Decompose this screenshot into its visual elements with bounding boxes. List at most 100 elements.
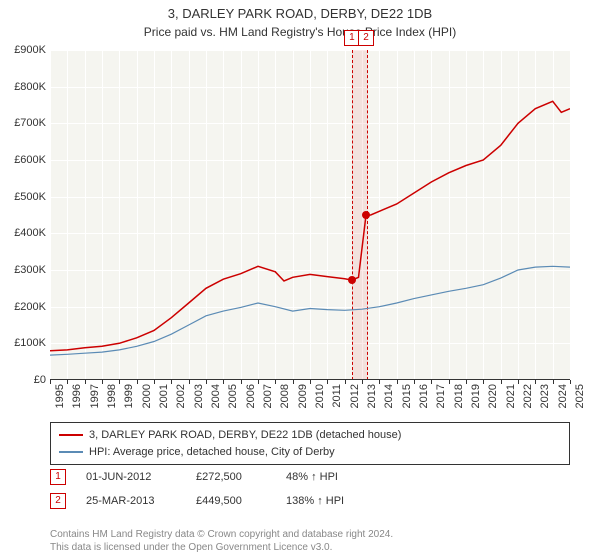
x-tick	[223, 380, 224, 384]
x-tick-label: 2015	[401, 384, 413, 408]
x-tick	[414, 380, 415, 384]
sale-price: £272,500	[196, 471, 266, 483]
x-tick-label: 2005	[227, 384, 239, 408]
x-tick	[275, 380, 276, 384]
legend: 3, DARLEY PARK ROAD, DERBY, DE22 1DB (de…	[50, 422, 570, 465]
x-tick	[206, 380, 207, 384]
sales-table: 1 01-JUN-2012 £272,500 48% ↑ HPI 2 25-MAR-201…	[50, 465, 570, 513]
sale-delta: 138% ↑ HPI	[286, 495, 366, 507]
footer-line1: Contains HM Land Registry data © Crown c…	[50, 528, 570, 541]
footer-attribution: Contains HM Land Registry data © Crown c…	[50, 528, 570, 554]
sale-num-box: 1	[50, 469, 66, 485]
chart-lines	[50, 50, 570, 380]
x-tick	[379, 380, 380, 384]
x-tick	[466, 380, 467, 384]
x-tick-label: 2006	[245, 384, 257, 408]
series-hpi	[50, 266, 570, 355]
x-tick	[535, 380, 536, 384]
legend-row: HPI: Average price, detached house, City…	[59, 444, 561, 461]
legend-swatch	[59, 434, 83, 436]
sale-num-box: 2	[50, 493, 66, 509]
gridline-v	[570, 50, 571, 380]
y-tick-label: £600K	[14, 154, 46, 166]
x-tick	[67, 380, 68, 384]
y-tick-label: £100K	[14, 337, 46, 349]
x-tick	[397, 380, 398, 384]
x-tick	[431, 380, 432, 384]
x-tick	[293, 380, 294, 384]
x-tick	[310, 380, 311, 384]
x-tick-label: 1995	[54, 384, 66, 408]
x-tick	[483, 380, 484, 384]
x-tick-label: 2001	[158, 384, 170, 408]
x-tick-label: 2013	[366, 384, 378, 408]
x-tick-label: 2000	[141, 384, 153, 408]
x-tick	[50, 380, 51, 384]
x-tick	[327, 380, 328, 384]
x-tick-label: 2018	[453, 384, 465, 408]
chart-title: 3, DARLEY PARK ROAD, DERBY, DE22 1DB	[0, 0, 600, 23]
x-tick	[154, 380, 155, 384]
x-tick-label: 2003	[193, 384, 205, 408]
x-tick-label: 2019	[470, 384, 482, 408]
x-tick	[85, 380, 86, 384]
x-tick-label: 2024	[557, 384, 569, 408]
x-tick	[553, 380, 554, 384]
x-tick	[241, 380, 242, 384]
x-tick	[171, 380, 172, 384]
x-axis	[50, 379, 570, 380]
y-tick-label: £500K	[14, 191, 46, 203]
series-price_paid	[50, 101, 570, 350]
x-tick	[518, 380, 519, 384]
legend-label: HPI: Average price, detached house, City…	[89, 444, 335, 461]
legend-row: 3, DARLEY PARK ROAD, DERBY, DE22 1DB (de…	[59, 427, 561, 444]
x-tick-label: 2016	[418, 384, 430, 408]
x-tick-label: 1996	[71, 384, 83, 408]
sale-date: 01-JUN-2012	[86, 471, 176, 483]
x-tick-label: 2023	[539, 384, 551, 408]
footer-line2: This data is licensed under the Open Gov…	[50, 541, 570, 554]
x-tick-label: 1998	[106, 384, 118, 408]
sale-marker	[348, 276, 356, 284]
sales-row: 1 01-JUN-2012 £272,500 48% ↑ HPI	[50, 465, 570, 489]
x-tick-label: 1997	[89, 384, 101, 408]
x-tick	[137, 380, 138, 384]
x-tick	[501, 380, 502, 384]
x-tick	[345, 380, 346, 384]
y-tick-label: £800K	[14, 81, 46, 93]
chart-subtitle: Price paid vs. HM Land Registry's House …	[0, 23, 600, 39]
y-tick-label: £0	[34, 374, 46, 386]
sale-marker	[362, 211, 370, 219]
chart-area: 12 £0£100K£200K£300K£400K£500K£600K£700K…	[50, 50, 570, 380]
legend-label: 3, DARLEY PARK ROAD, DERBY, DE22 1DB (de…	[89, 427, 401, 444]
y-tick-label: £900K	[14, 44, 46, 56]
x-tick-label: 2007	[262, 384, 274, 408]
x-tick-label: 2009	[297, 384, 309, 408]
x-tick-label: 1999	[123, 384, 135, 408]
sale-date: 25-MAR-2013	[86, 495, 176, 507]
y-tick-label: £300K	[14, 264, 46, 276]
x-tick-label: 2022	[522, 384, 534, 408]
y-tick-label: £400K	[14, 227, 46, 239]
x-tick	[189, 380, 190, 384]
x-tick-label: 2010	[314, 384, 326, 408]
x-tick-label: 2014	[383, 384, 395, 408]
x-tick	[119, 380, 120, 384]
sales-row: 2 25-MAR-2013 £449,500 138% ↑ HPI	[50, 489, 570, 513]
x-tick	[570, 380, 571, 384]
sale-marker-label: 2	[358, 30, 374, 46]
x-tick	[362, 380, 363, 384]
x-tick-label: 2017	[435, 384, 447, 408]
x-tick	[102, 380, 103, 384]
x-tick-label: 2008	[279, 384, 291, 408]
x-tick-label: 2021	[505, 384, 517, 408]
y-tick-label: £200K	[14, 301, 46, 313]
x-tick-label: 2020	[487, 384, 499, 408]
x-tick	[258, 380, 259, 384]
legend-swatch	[59, 451, 83, 453]
sale-delta: 48% ↑ HPI	[286, 471, 366, 483]
y-tick-label: £700K	[14, 117, 46, 129]
x-tick-label: 2002	[175, 384, 187, 408]
x-tick-label: 2012	[349, 384, 361, 408]
sale-price: £449,500	[196, 495, 266, 507]
